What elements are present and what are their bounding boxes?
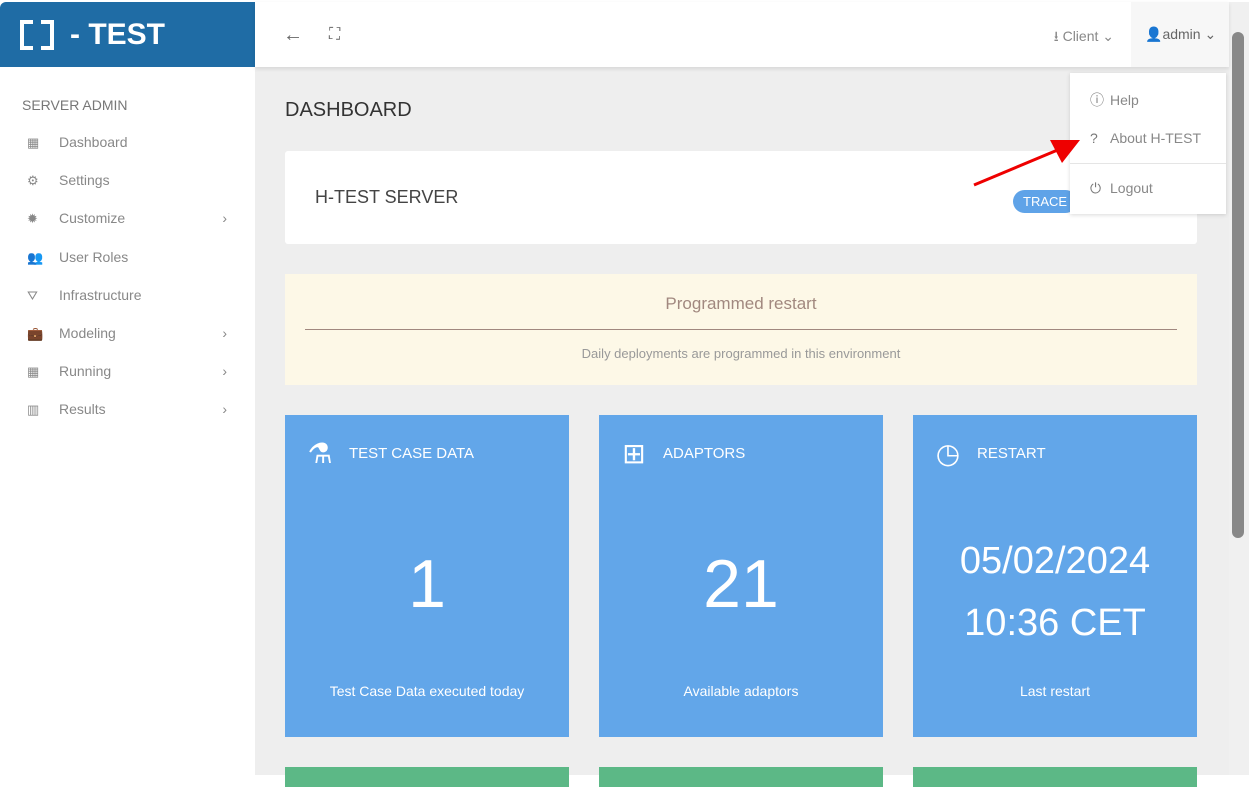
power-icon: ⏻ xyxy=(1090,180,1102,196)
user-dropdown-menu: ⓘ Help ? About H-TEST ⏻ Logout xyxy=(1070,73,1226,214)
sidebar-heading: SERVER ADMIN xyxy=(22,97,128,113)
question-icon: ? xyxy=(1090,130,1098,146)
card-footer: Last restart xyxy=(1019,683,1091,699)
sidebar-item-infrastructure[interactable]: ⛛ Infrastructure xyxy=(27,287,227,307)
notice-text: Daily deployments are programmed in this… xyxy=(581,346,901,361)
sidebar-item-dashboard[interactable]: ▦ Dashboard xyxy=(27,134,227,154)
server-name: H-TEST SERVER xyxy=(315,187,459,207)
chevron-down-icon: ⌄ xyxy=(1102,28,1114,44)
users-icon: 👥 xyxy=(27,249,44,265)
sidebar-item-settings[interactable]: ⚙ Settings xyxy=(27,172,227,192)
sidebar-item-label: Dashboard xyxy=(59,134,128,150)
chevron-right-icon: › xyxy=(222,325,227,341)
menu-item-about[interactable]: ? About H-TEST xyxy=(1090,130,1202,146)
main-content: DASHBOARD H-TEST SERVER TRACE Programmed… xyxy=(255,67,1229,787)
logo-icon xyxy=(20,19,54,50)
card-value: 1 xyxy=(408,546,446,622)
divider xyxy=(305,329,1177,330)
flask-icon: ⚗ xyxy=(307,438,333,469)
chevron-right-icon: › xyxy=(222,363,227,380)
chevron-down-icon: ⌄ xyxy=(1204,26,1217,42)
notice-title: Programmed restart xyxy=(665,294,817,313)
restart-time: 10:36 CET xyxy=(964,602,1146,644)
calendar-icon: ▦ xyxy=(27,364,40,380)
sidebar-item-running[interactable]: ▦ Running › xyxy=(27,363,227,383)
brand-logo[interactable]: - TEST xyxy=(0,2,255,67)
red-arrow-annotation xyxy=(973,140,1080,187)
certificate-icon: ✹ xyxy=(27,211,38,227)
restart-card[interactable]: ◷ RESTART 05/02/2024 10:36 CET Last restar… xyxy=(913,415,1197,737)
restart-date: 05/02/2024 xyxy=(959,540,1151,582)
clock-icon: ◷ xyxy=(935,438,961,469)
sidebar-item-label: User Roles xyxy=(59,248,129,265)
log-level-badge: TRACE xyxy=(1013,190,1078,213)
scrollbar-thumb[interactable] xyxy=(1232,32,1244,538)
sidebar-item-label: Settings xyxy=(59,172,110,189)
user-menu[interactable]: 👤admin ⌄ xyxy=(1131,2,1229,67)
server-panel: H-TEST SERVER TRACE xyxy=(285,151,1197,244)
chevron-right-icon: › xyxy=(222,210,227,227)
sidebar-item-label: Customize xyxy=(59,210,126,227)
card-footer: Test Case Data executed today xyxy=(329,683,525,699)
download-icon: ⭳ xyxy=(1053,28,1059,44)
sidebar-item-label: Modeling xyxy=(59,325,116,341)
info-icon: ⓘ xyxy=(1090,92,1104,108)
adaptors-card[interactable]: ⊞ ADAPTORS 21 Available adaptors xyxy=(599,415,883,737)
user-icon: 👤 xyxy=(1145,26,1163,42)
sidebar: SERVER ADMIN ▦ Dashboard ⚙ Settings ✹ Customi… xyxy=(0,67,255,775)
sidebar-item-results[interactable]: ▥ Results › xyxy=(27,401,227,421)
menu-item-logout[interactable]: ⏻ Logout xyxy=(1090,180,1153,196)
card-partial xyxy=(913,767,1197,787)
card-footer: Available adaptors xyxy=(683,683,799,699)
sidebar-item-modeling[interactable]: 💼 Modeling › xyxy=(27,325,227,345)
card-value: 21 xyxy=(703,546,779,622)
th-large-icon: ▦ xyxy=(27,135,40,150)
restart-notice: Programmed restart Daily deployments are… xyxy=(285,274,1197,385)
scrollbar[interactable] xyxy=(1229,2,1249,775)
briefcase-icon: 💼 xyxy=(27,326,44,341)
sidebar-item-label: Results xyxy=(59,401,106,418)
back-arrow-icon[interactable]: ← xyxy=(283,24,303,46)
fullscreen-icon[interactable]: ⛶ xyxy=(329,26,341,43)
sitemap-icon: ⊞ xyxy=(622,438,646,469)
topbar: ← ⛶ ⭳ Client ⌄ 👤admin ⌄ xyxy=(255,2,1229,67)
card-partial xyxy=(599,767,883,787)
page-title: DASHBOARD xyxy=(285,99,412,121)
divider xyxy=(1070,163,1226,164)
sidebar-item-user-roles[interactable]: 👥 User Roles xyxy=(27,249,227,269)
sidebar-item-label: Running xyxy=(59,363,112,380)
card-partial xyxy=(285,767,569,787)
client-menu[interactable]: ⭳ Client ⌄ xyxy=(1053,28,1114,44)
bar-chart-icon: ▥ xyxy=(27,402,40,418)
sidebar-item-label: Infrastructure xyxy=(59,286,142,303)
road-icon: ⛛ xyxy=(27,287,38,303)
chevron-right-icon: › xyxy=(222,401,227,418)
gear-icon: ⚙ xyxy=(27,173,39,189)
menu-item-help[interactable]: ⓘ Help xyxy=(1090,92,1139,108)
test-case-data-card[interactable]: ⚗ TEST CASE DATA 1 Test Case Data execute… xyxy=(285,415,569,737)
sidebar-item-customize[interactable]: ✹ Customize › xyxy=(27,210,227,230)
